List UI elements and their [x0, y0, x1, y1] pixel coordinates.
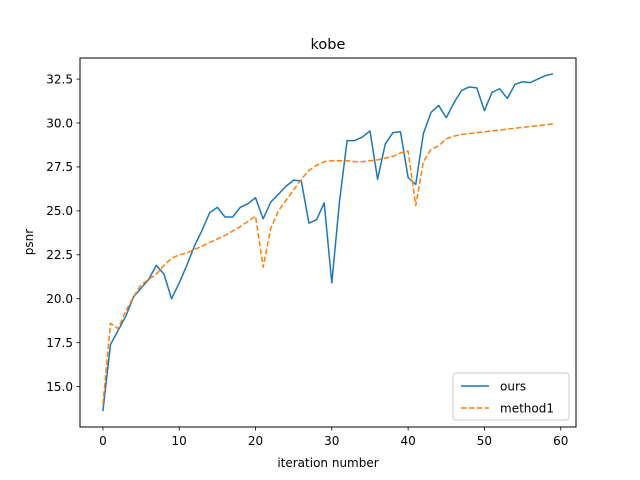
chart-title: kobe — [311, 37, 346, 53]
series-line-method1 — [102, 123, 554, 405]
y-tick-label: 15.0 — [46, 380, 73, 394]
y-tick-label: 25.0 — [46, 204, 73, 218]
legend: ours method1 — [452, 372, 570, 421]
x-tick-label: 50 — [477, 434, 492, 448]
y-tick-label: 27.5 — [46, 160, 73, 174]
y-tick-label: 20.0 — [46, 292, 73, 306]
x-tick-label: 40 — [400, 434, 415, 448]
plot-frame — [79, 57, 577, 428]
y-tick-label: 17.5 — [46, 336, 73, 350]
series-layer — [102, 73, 554, 412]
series-line-ours — [102, 73, 554, 412]
x-axis-title: iteration number — [277, 456, 378, 470]
ticks-layer: 0 10 20 30 40 50 60 15.0 17.5 20.0 22.5 25.0 27.5 30.… — [46, 72, 568, 448]
legend-label-ours: ours — [500, 380, 526, 394]
x-tick-label: 20 — [248, 434, 263, 448]
x-tick-label: 0 — [99, 434, 107, 448]
x-tick-label: 30 — [324, 434, 339, 448]
legend-label-method1: method1 — [500, 402, 554, 416]
y-tick-label: 30.0 — [46, 116, 73, 130]
y-axis-title: psnr — [22, 229, 36, 255]
y-tick-label: 22.5 — [46, 248, 73, 262]
y-tick-label: 32.5 — [46, 72, 73, 86]
x-tick-label: 60 — [553, 434, 568, 448]
x-tick-label: 10 — [172, 434, 187, 448]
